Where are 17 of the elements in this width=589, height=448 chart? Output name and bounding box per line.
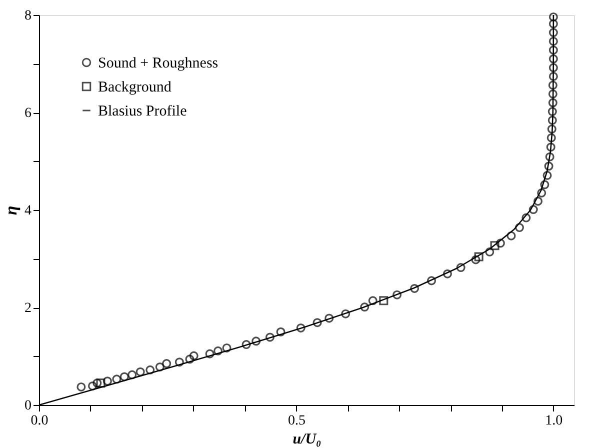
legend-label: Sound + Roughness — [98, 56, 218, 72]
x-axis-title: u/U₀ — [292, 432, 322, 448]
point — [96, 378, 106, 388]
legend-label: Background — [98, 80, 172, 96]
legend-label: Blasius Profile — [98, 104, 188, 120]
y-tick-label: 4 — [24, 204, 32, 218]
y-tick-label: 2 — [24, 301, 32, 316]
point — [490, 241, 500, 250]
x-tick-label: 0.0 — [30, 414, 48, 428]
y-tick-label: 0 — [24, 398, 32, 414]
x-tick-label: 0.5 — [288, 414, 306, 428]
point — [379, 296, 388, 306]
y-axis-title: η — [2, 206, 20, 216]
y-tick-label: 6 — [24, 106, 32, 121]
x-tick-label: 1.0 — [545, 414, 563, 428]
y-tick-label: 8 — [24, 8, 32, 24]
point — [474, 252, 484, 262]
